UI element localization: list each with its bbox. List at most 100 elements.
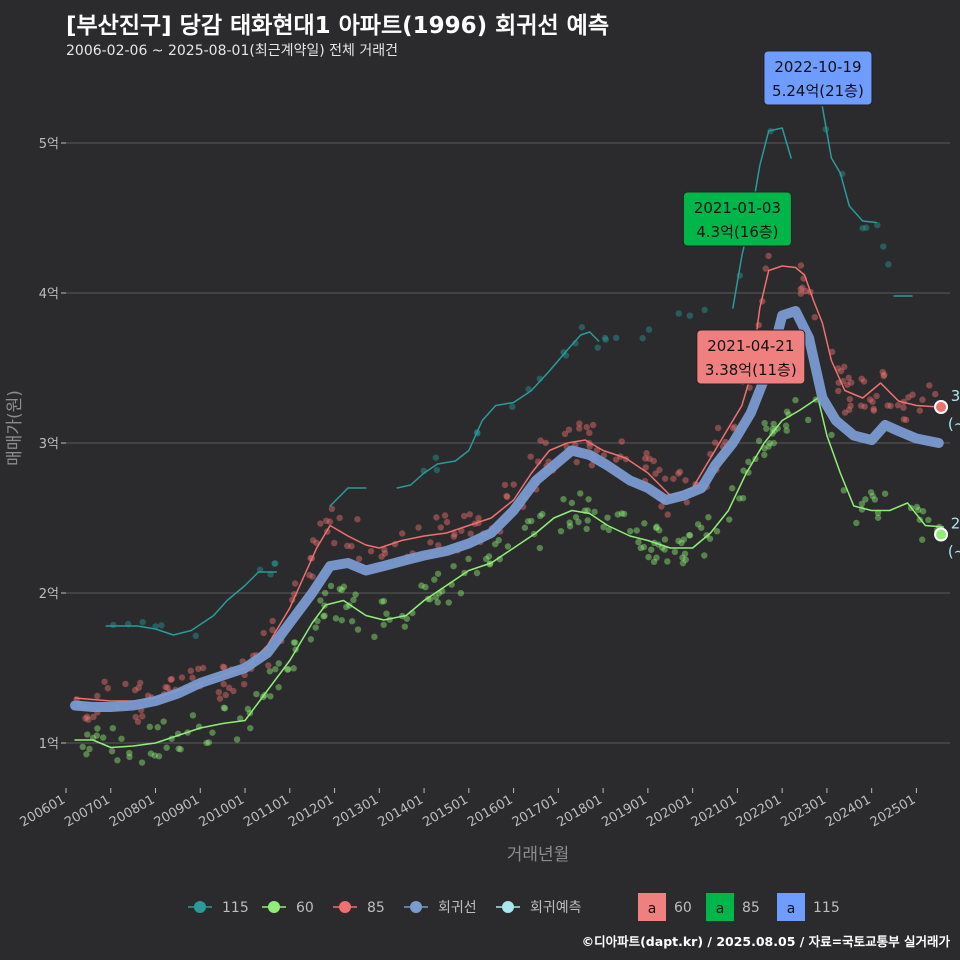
- scatter-point-85: [139, 713, 146, 720]
- scatter-point-60: [840, 487, 847, 494]
- scatter-point-115: [862, 224, 870, 231]
- y-tick-label: 5억: [39, 137, 59, 152]
- scatter-point-60: [86, 745, 93, 753]
- scatter-point-85: [811, 313, 819, 321]
- scatter-point-60: [728, 485, 736, 492]
- scatter-point-60: [177, 746, 184, 753]
- scatter-point-60: [521, 524, 529, 531]
- legend-label: 115: [813, 900, 840, 916]
- scatter-point-60: [560, 495, 567, 503]
- annotation-box: [682, 191, 792, 247]
- scatter-point-60: [557, 527, 565, 535]
- scatter-point-85: [167, 676, 174, 683]
- scatter-point-85: [195, 665, 202, 673]
- scatter-point-60: [272, 666, 279, 673]
- scatter-point-60: [151, 752, 158, 759]
- x-tick-label: 201201: [286, 792, 336, 830]
- scatter-point-85: [902, 416, 910, 424]
- legend-dot: [268, 901, 280, 913]
- scatter-point-60: [291, 639, 299, 646]
- annotation-value: 4.3억(16층): [696, 223, 778, 241]
- scatter-point-85: [894, 401, 902, 409]
- scatter-point-115: [859, 224, 866, 232]
- scatter-point-60: [485, 553, 493, 560]
- scatter-point-60: [706, 535, 714, 542]
- scatter-point-85: [765, 252, 772, 260]
- scatter-point-85: [355, 555, 363, 562]
- scatter-point-85: [643, 450, 650, 457]
- scatter-point-60: [585, 496, 592, 503]
- scatter-point-60: [401, 623, 409, 630]
- scatter-point-60: [635, 538, 642, 546]
- scatter-point-85: [441, 512, 449, 519]
- scatter-point-60: [600, 523, 607, 531]
- scatter-point-115: [560, 349, 567, 356]
- scatter-point-85: [83, 713, 91, 721]
- scatter-point-85: [656, 466, 663, 474]
- chart-title: [부산진구] 당감 태화현대1 아파트(1996) 회귀선 예측: [66, 13, 609, 39]
- x-tick-label: 201401: [376, 792, 426, 830]
- scatter-point-60: [93, 732, 100, 739]
- scatter-point-115: [612, 334, 620, 342]
- scatter-point-60: [203, 739, 210, 747]
- scatter-point-115: [578, 324, 586, 331]
- scatter-point-85: [919, 396, 926, 403]
- scatter-point-85: [309, 537, 317, 544]
- scatter-point-60: [680, 536, 688, 543]
- scatter-point-60: [457, 589, 465, 597]
- scatter-point-85: [219, 663, 227, 671]
- scatter-point-85: [168, 675, 175, 683]
- legend-dot: [410, 901, 422, 913]
- annotation-date: 2021-04-21: [707, 337, 794, 355]
- scatter-point-85: [542, 439, 549, 447]
- scatter-point-85: [265, 662, 272, 669]
- scatter-point-60: [745, 458, 752, 466]
- scatter-point-85: [846, 395, 853, 403]
- scatter-point-60: [618, 510, 626, 517]
- legend-label: 회귀예측: [530, 900, 582, 916]
- scatter-point-85: [866, 396, 874, 403]
- scatter-point-60: [604, 514, 611, 521]
- scatter-point-60: [114, 757, 121, 764]
- scatter-point-60: [661, 536, 669, 543]
- scatter-point-85: [132, 713, 139, 721]
- x-tick-label: 201501: [420, 792, 470, 830]
- chart-subtitle: 2006-02-06 ~ 2025-08-01(최근계약일) 전체 거래건: [66, 43, 398, 59]
- scatter-point-60: [765, 443, 772, 450]
- scatter-point-60: [726, 516, 733, 523]
- scatter-point-60: [652, 524, 660, 532]
- scatter-point-60: [640, 543, 648, 551]
- scatter-point-85: [415, 524, 422, 531]
- x-tick-label: 202301: [778, 792, 828, 830]
- scatter-point-60: [698, 524, 705, 531]
- scatter-point-60: [869, 492, 876, 500]
- scatter-point-60: [320, 613, 327, 620]
- scatter-point-60: [736, 495, 743, 502]
- scatter-point-60: [685, 532, 693, 539]
- scatter-point-60: [432, 594, 440, 601]
- scatter-point-85: [576, 425, 583, 432]
- scatter-point-60: [761, 419, 768, 427]
- scatter-point-60: [285, 665, 292, 673]
- scatter-point-60: [853, 519, 860, 527]
- scatter-point-85: [240, 680, 248, 688]
- scatter-point-85: [576, 420, 583, 427]
- scatter-point-85: [712, 439, 719, 446]
- scatter-point-60: [209, 729, 216, 736]
- legend-dot: [339, 901, 351, 913]
- scatter-point-60: [867, 489, 875, 496]
- scatter-point-60: [352, 591, 359, 598]
- scatter-point-60: [575, 518, 582, 526]
- scatter-point-60: [189, 712, 197, 719]
- scatter-point-85: [326, 518, 334, 525]
- scatter-point-115: [874, 221, 881, 229]
- scatter-point-85: [650, 457, 657, 465]
- scatter-point-60: [653, 523, 660, 530]
- scatter-point-85: [847, 402, 854, 409]
- scatter-point-60: [605, 526, 613, 534]
- scatter-point-115: [594, 344, 601, 351]
- scatter-point-85: [323, 517, 330, 524]
- scatter-point-60: [492, 540, 499, 548]
- end-sub-label: (~60㎡): [948, 543, 960, 561]
